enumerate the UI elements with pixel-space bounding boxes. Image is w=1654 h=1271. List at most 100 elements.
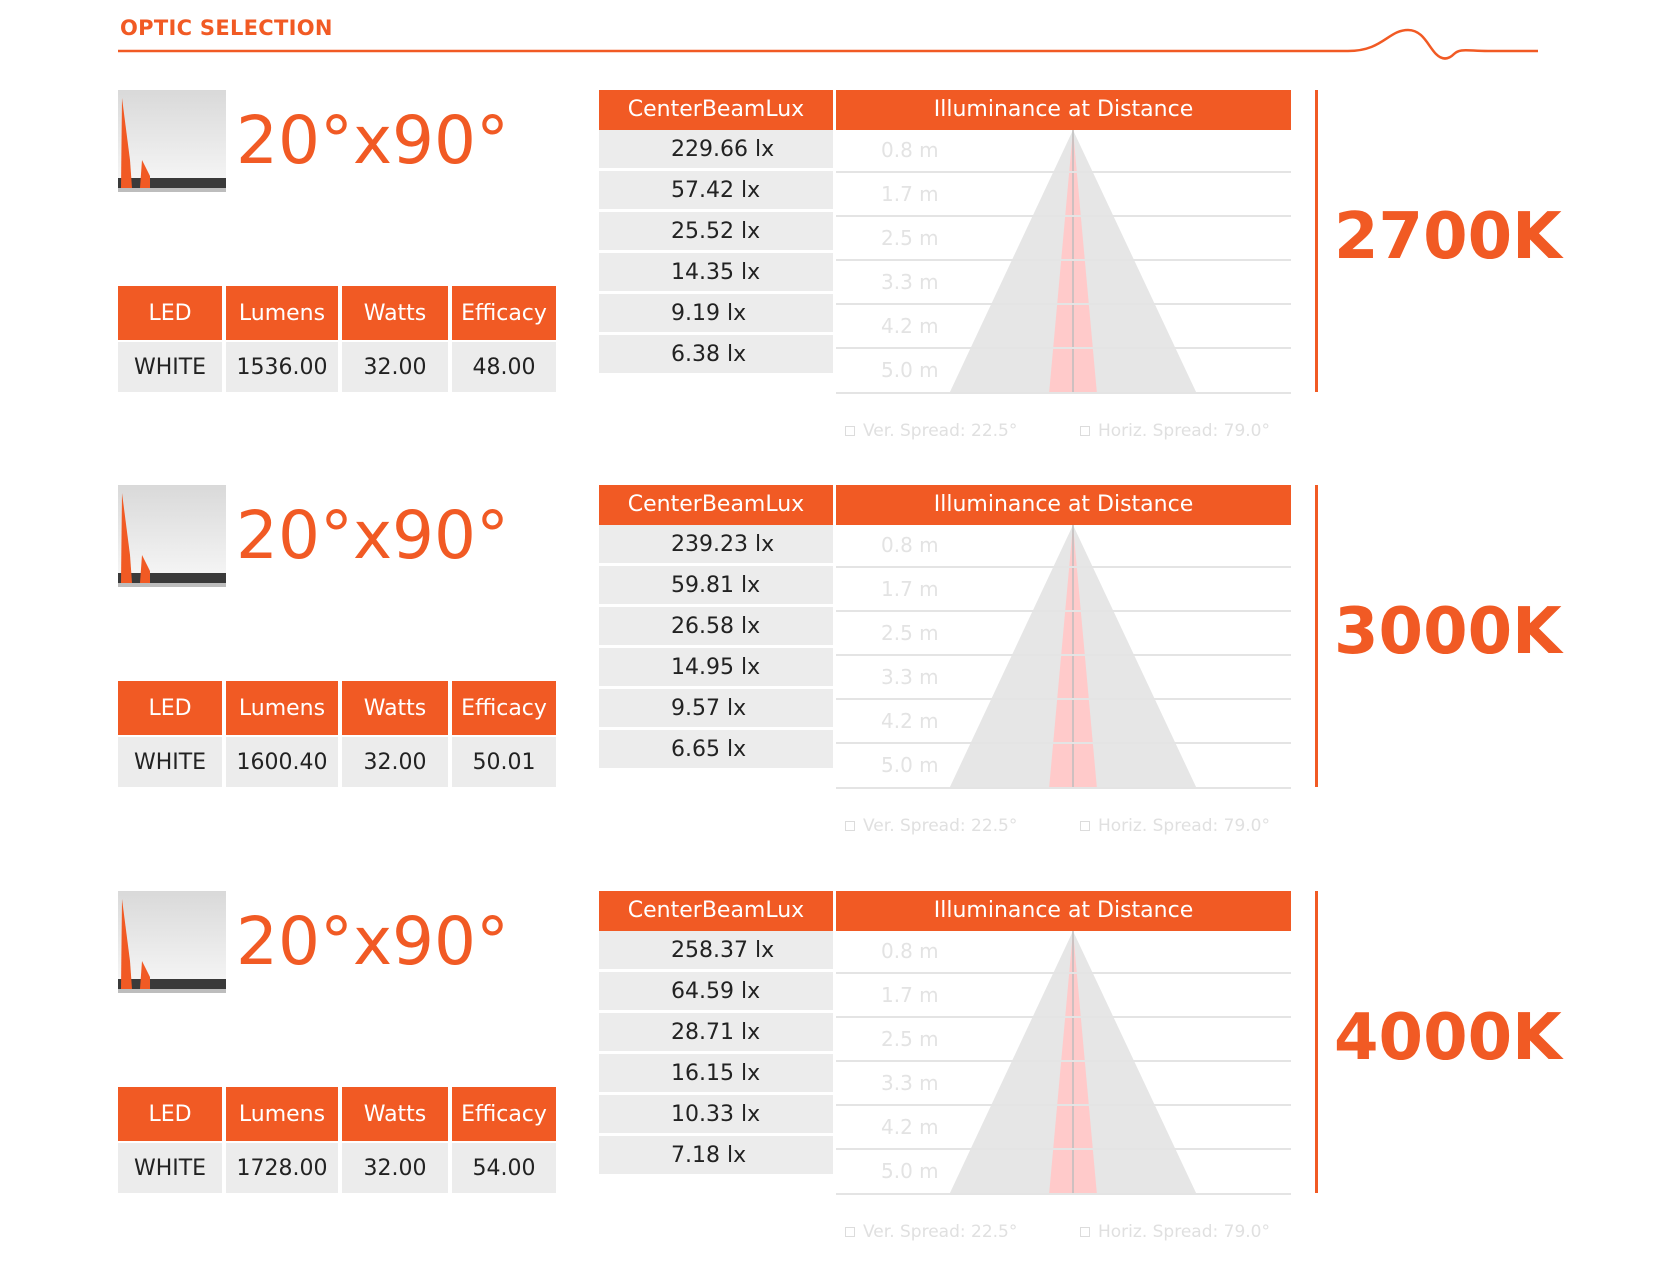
lux-value: 14.95 lx	[599, 648, 833, 689]
led-value: WHITE	[118, 737, 222, 787]
beam-cone-graphic	[836, 525, 1291, 789]
distance-label: 1.7 m	[881, 577, 939, 601]
cct-divider	[1315, 485, 1318, 787]
cct-divider	[1315, 90, 1318, 392]
watts-value: 32.00	[342, 342, 448, 392]
distance-label: 3.3 m	[881, 665, 939, 689]
lux-table-header: CenterBeamLux Illuminance at Distance	[599, 485, 1291, 525]
spec-table: LED Lumens Watts Efficacy WHITE 1600.40 …	[114, 681, 560, 787]
efficacy-value: 48.00	[452, 342, 556, 392]
distance-label: 4.2 m	[881, 314, 939, 338]
legend-square-icon	[1080, 1227, 1090, 1237]
distance-label: 1.7 m	[881, 983, 939, 1007]
optic-profile-icon	[118, 90, 226, 192]
spec-table: LED Lumens Watts Efficacy WHITE 1536.00 …	[114, 286, 560, 392]
lux-value: 28.71 lx	[599, 1013, 833, 1054]
illuminance-diagram: 0.8 m 1.7 m 2.5 m 3.3 m 4.2 m 5.0 m	[836, 130, 1291, 394]
header-led: LED	[118, 681, 222, 737]
lux-value: 64.59 lx	[599, 972, 833, 1013]
ver-spread-text: Ver. Spread: 22.5°	[863, 421, 1018, 441]
lux-value: 239.23 lx	[599, 525, 833, 566]
distance-label: 4.2 m	[881, 709, 939, 733]
beam-angle: 20°x90°	[236, 497, 510, 574]
distance-label: 2.5 m	[881, 1027, 939, 1051]
distance-label: 3.3 m	[881, 1071, 939, 1095]
lux-value: 16.15 lx	[599, 1054, 833, 1095]
distance-label: 0.8 m	[881, 138, 939, 162]
distance-label: 3.3 m	[881, 270, 939, 294]
ver-spread-text: Ver. Spread: 22.5°	[863, 816, 1018, 836]
header-watts: Watts	[342, 286, 448, 342]
lumens-value: 1536.00	[226, 342, 338, 392]
optic-profile-icon	[118, 485, 226, 587]
lux-value: 258.37 lx	[599, 931, 833, 972]
header-efficacy: Efficacy	[452, 681, 556, 737]
beam-cone-graphic	[836, 931, 1291, 1195]
header-watts: Watts	[342, 681, 448, 737]
lux-column: 229.66 lx 57.42 lx 25.52 lx 14.35 lx 9.19 lx…	[599, 130, 833, 376]
horiz-spread-text: Horiz. Spread: 79.0°	[1098, 1222, 1270, 1242]
legend-square-icon	[845, 1227, 855, 1237]
illuminance-diagram: 0.8 m 1.7 m 2.5 m 3.3 m 4.2 m 5.0 m	[836, 931, 1291, 1195]
optic-section: 20°x90° LED Lumens Watts Efficacy WHITE …	[0, 485, 1654, 865]
horiz-spread-legend: Horiz. Spread: 79.0°	[1080, 816, 1270, 836]
horiz-spread-legend: Horiz. Spread: 79.0°	[1080, 1222, 1270, 1242]
header-illuminance: Illuminance at Distance	[836, 90, 1291, 130]
distance-label: 0.8 m	[881, 533, 939, 557]
lux-value: 6.65 lx	[599, 730, 833, 771]
led-value: WHITE	[118, 1143, 222, 1193]
header-lumens: Lumens	[226, 1087, 338, 1143]
ver-spread-legend: Ver. Spread: 22.5°	[845, 816, 1017, 836]
title-divider	[118, 28, 1538, 60]
led-value: WHITE	[118, 342, 222, 392]
lumens-value: 1728.00	[226, 1143, 338, 1193]
distance-label: 5.0 m	[881, 358, 939, 382]
distance-label: 2.5 m	[881, 621, 939, 645]
optic-section: 20°x90° LED Lumens Watts Efficacy WHITE …	[0, 90, 1654, 470]
lux-value: 9.19 lx	[599, 294, 833, 335]
lux-value: 10.33 lx	[599, 1095, 833, 1136]
header-centerbeamlux: CenterBeamLux	[599, 485, 833, 525]
distance-label: 1.7 m	[881, 182, 939, 206]
lux-value: 57.42 lx	[599, 171, 833, 212]
beam-angle: 20°x90°	[236, 903, 510, 980]
lumens-value: 1600.40	[226, 737, 338, 787]
cct-divider	[1315, 891, 1318, 1193]
optic-section: 20°x90° LED Lumens Watts Efficacy WHITE …	[0, 891, 1654, 1271]
beam-cone-graphic	[836, 130, 1291, 394]
watts-value: 32.00	[342, 737, 448, 787]
legend-square-icon	[845, 426, 855, 436]
distance-label: 4.2 m	[881, 1115, 939, 1139]
ver-spread-legend: Ver. Spread: 22.5°	[845, 1222, 1017, 1242]
watts-value: 32.00	[342, 1143, 448, 1193]
horiz-spread-text: Horiz. Spread: 79.0°	[1098, 816, 1270, 836]
horiz-spread-legend: Horiz. Spread: 79.0°	[1080, 421, 1270, 441]
color-temperature: 3000K	[1334, 595, 1562, 669]
distance-label: 5.0 m	[881, 753, 939, 777]
header-watts: Watts	[342, 1087, 448, 1143]
header-centerbeamlux: CenterBeamLux	[599, 891, 833, 931]
efficacy-value: 50.01	[452, 737, 556, 787]
legend-square-icon	[845, 821, 855, 831]
legend-square-icon	[1080, 426, 1090, 436]
lux-value: 26.58 lx	[599, 607, 833, 648]
header-efficacy: Efficacy	[452, 286, 556, 342]
header-illuminance: Illuminance at Distance	[836, 485, 1291, 525]
color-temperature: 4000K	[1334, 1001, 1562, 1075]
color-temperature: 2700K	[1334, 200, 1562, 274]
lux-value: 229.66 lx	[599, 130, 833, 171]
lux-table-header: CenterBeamLux Illuminance at Distance	[599, 90, 1291, 130]
ver-spread-legend: Ver. Spread: 22.5°	[845, 421, 1017, 441]
legend-square-icon	[1080, 821, 1090, 831]
lux-table-header: CenterBeamLux Illuminance at Distance	[599, 891, 1291, 931]
distance-label: 2.5 m	[881, 226, 939, 250]
header-efficacy: Efficacy	[452, 1087, 556, 1143]
horiz-spread-text: Horiz. Spread: 79.0°	[1098, 421, 1270, 441]
header-lumens: Lumens	[226, 286, 338, 342]
lux-value: 25.52 lx	[599, 212, 833, 253]
header-led: LED	[118, 286, 222, 342]
page-title: OPTIC SELECTION	[120, 16, 333, 40]
lux-value: 59.81 lx	[599, 566, 833, 607]
header-centerbeamlux: CenterBeamLux	[599, 90, 833, 130]
illuminance-diagram: 0.8 m 1.7 m 2.5 m 3.3 m 4.2 m 5.0 m	[836, 525, 1291, 789]
